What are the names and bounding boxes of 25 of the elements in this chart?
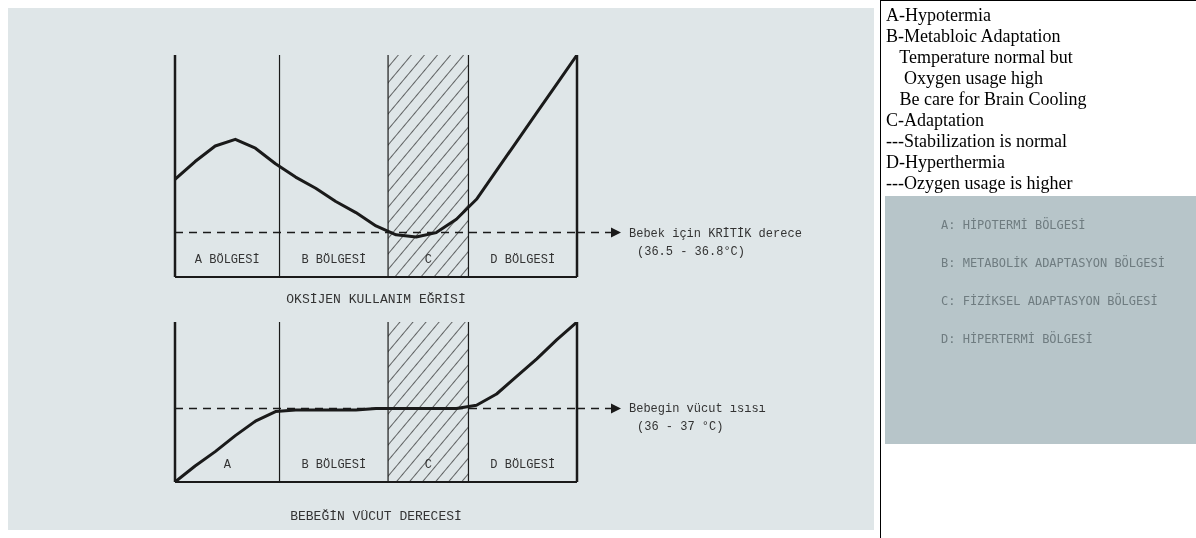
text: D-Hyperthermia xyxy=(886,152,1006,173)
text: B: METABOLİK ADAPTASYON BÖLGESİ xyxy=(941,256,1166,272)
text: C: FİZİKSEL ADAPTASYON BÖLGESİ xyxy=(941,294,1159,310)
text: A: HİPOTERMİ BÖLGESİ xyxy=(941,218,1087,234)
text: ---Stabilization is normal xyxy=(886,131,1068,152)
annotation: D BÖLGESİ xyxy=(490,457,556,472)
annotation: B BÖLGESİ xyxy=(301,457,367,472)
text: Oxygen usage high xyxy=(903,68,1044,89)
text: B-Metabloic Adaptation xyxy=(886,26,1062,47)
annotation: C xyxy=(424,458,432,472)
text: ---Ozygen usage is higher xyxy=(886,173,1074,194)
annotation: A xyxy=(223,458,232,472)
annotation: A BÖLGESİ xyxy=(194,252,260,267)
text: A-Hypotermia xyxy=(886,5,992,26)
annotation: C xyxy=(424,253,432,267)
text: Temperature normal but xyxy=(898,47,1074,68)
text: D: HİPERTERMİ BÖLGESİ xyxy=(941,332,1094,348)
annotation: D BÖLGESİ xyxy=(490,252,556,267)
x-axis-title: BEBEĞİN VÜCUT DERECESİ xyxy=(290,509,462,524)
ref-line-label: Bebegin vücut ısısı (36 - 37 °C) xyxy=(629,402,766,435)
text: Be care for Brain Cooling xyxy=(898,89,1088,110)
text: C-Adaptation xyxy=(886,110,985,131)
annotation: B BÖLGESİ xyxy=(301,252,367,267)
ref-line-label: Bebek için KRİTİK derece (36.5 - 36.8°C) xyxy=(629,225,802,259)
x-axis-title: OKSİJEN KULLANIM EĞRİSİ xyxy=(286,292,466,307)
